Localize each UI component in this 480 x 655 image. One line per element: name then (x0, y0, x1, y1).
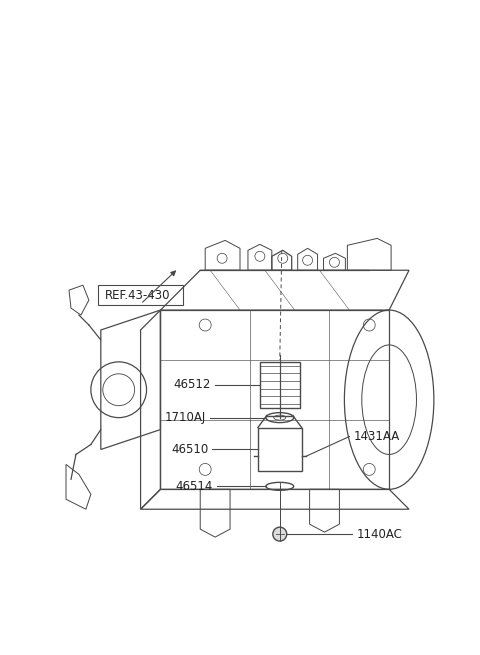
Text: 46510: 46510 (171, 443, 208, 456)
Text: 1140AC: 1140AC (356, 528, 402, 540)
Text: REF.43-430: REF.43-430 (105, 289, 170, 302)
Circle shape (273, 527, 287, 541)
Text: 46512: 46512 (174, 378, 211, 391)
Text: 46514: 46514 (176, 480, 213, 493)
Text: 1431AA: 1431AA (353, 430, 399, 443)
Text: 1710AJ: 1710AJ (165, 411, 206, 424)
